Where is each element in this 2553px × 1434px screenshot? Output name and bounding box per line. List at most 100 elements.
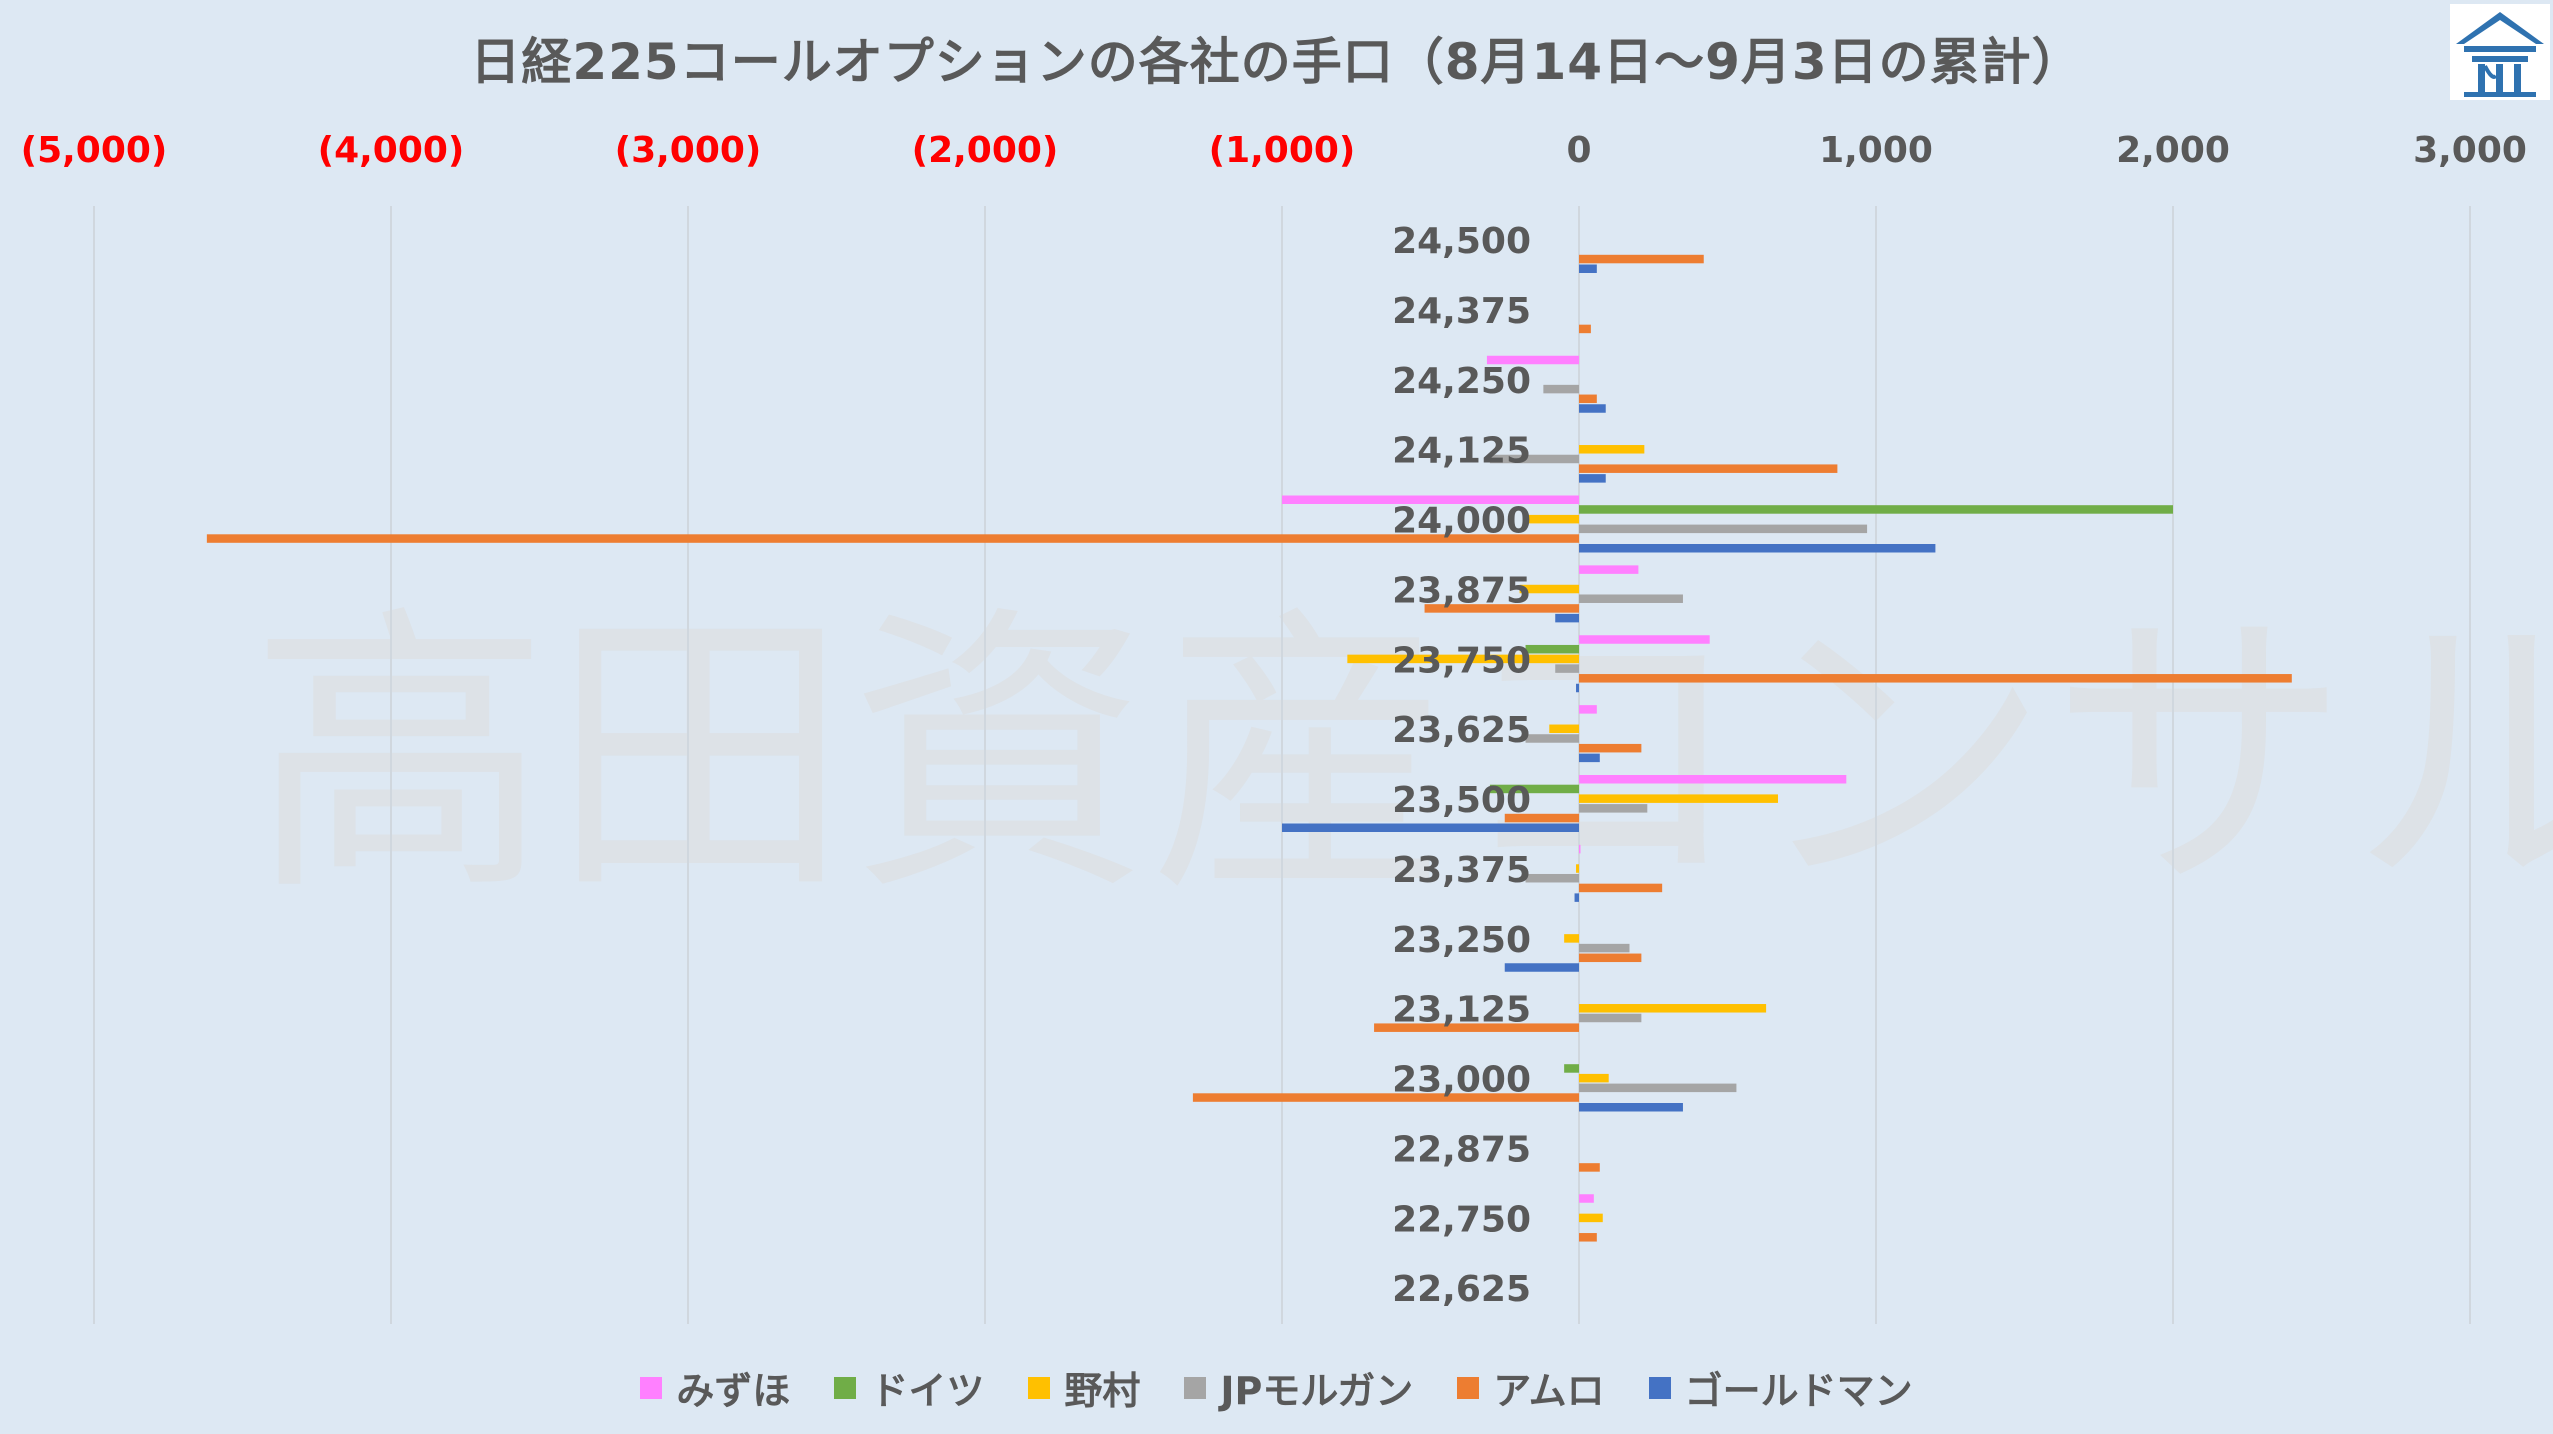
bar-23250-s2	[1564, 934, 1579, 943]
bar-23000-s2	[1579, 1073, 1609, 1083]
y-tick-label: 23,000	[1392, 1060, 1531, 1101]
bar-23375-s4	[1579, 883, 1663, 893]
bar-23625-s4	[1579, 743, 1642, 753]
bar-24250-s5	[1579, 404, 1606, 413]
legend: みずほ ドイツ 野村 JPモルガン アムロ ゴールドマン	[0, 1360, 2553, 1415]
x-tick-label: (2,000)	[912, 130, 1059, 171]
chart-title: 日経225コールオプションの各社の手口（8月14日～9月3日の累計）	[470, 33, 2083, 91]
bar-22750-s2	[1579, 1213, 1603, 1223]
bar-24125-s3	[1489, 454, 1579, 464]
legend-label: ドイツ	[870, 1369, 985, 1413]
legend-label: みずほ	[676, 1369, 791, 1413]
y-tick-label: 24,125	[1392, 431, 1531, 472]
bar-23375-s0	[1579, 844, 1581, 854]
x-tick-label: 3,000	[2413, 130, 2527, 171]
x-tick-label: 1,000	[1819, 130, 1933, 171]
legend-item: みずほ	[640, 1360, 790, 1415]
bar-23625-s2	[1549, 724, 1579, 734]
bar-23750-s3	[1555, 664, 1579, 673]
bar-23250-s3	[1579, 943, 1630, 953]
y-tick-label: 22,625	[1392, 1269, 1531, 1310]
legend-label: 野村	[1064, 1369, 1141, 1413]
bar-22750-s4	[1579, 1233, 1597, 1242]
bar-24250-s4	[1579, 394, 1597, 404]
legend-label: JPモルガン	[1220, 1369, 1414, 1413]
house-logo-icon	[2456, 12, 2544, 97]
legend-item: JPモルガン	[1184, 1360, 1413, 1415]
bar-23000-s3	[1579, 1083, 1737, 1093]
x-tick-label: (3,000)	[615, 130, 762, 171]
legend-item: ドイツ	[834, 1360, 984, 1415]
legend-swatch	[1457, 1376, 1480, 1399]
company-logo	[2450, 4, 2550, 100]
bar-23750-s1	[1525, 644, 1579, 654]
bar-24000-s1	[1579, 505, 2173, 514]
bar-23500-s2	[1579, 794, 1778, 803]
bar-24000-s0	[1282, 495, 1579, 504]
y-tick-label: 24,500	[1392, 221, 1531, 262]
bar-23875-s5	[1555, 613, 1579, 623]
legend-item: ゴールドマン	[1648, 1360, 1913, 1415]
y-tick-label: 23,625	[1392, 710, 1531, 751]
bar-23125-s4	[1374, 1023, 1579, 1032]
bar-23125-s2	[1579, 1004, 1767, 1013]
bar-23750-s0	[1579, 635, 1710, 644]
y-tick-label: 23,500	[1392, 780, 1531, 821]
y-tick-label: 23,250	[1392, 920, 1531, 961]
legend-swatch	[834, 1376, 857, 1399]
legend-swatch	[640, 1376, 663, 1399]
x-axis-ticks: (5,000) (4,000) (3,000) (2,000) (1,000) 0 1,00…	[21, 130, 2527, 171]
y-tick-label: 23,750	[1392, 640, 1531, 681]
bar-24000-s5	[1579, 544, 1936, 553]
bar-23750-s4	[1579, 674, 2292, 683]
bars	[206, 254, 2292, 1242]
bar-23500-s3	[1579, 804, 1648, 813]
y-tick-label: 22,875	[1392, 1129, 1531, 1170]
bar-23375-s2	[1576, 864, 1579, 873]
legend-item: 野村	[1028, 1360, 1140, 1415]
bar-24000-s2	[1525, 514, 1579, 524]
bar-23625-s5	[1579, 753, 1600, 763]
bar-23500-s1	[1489, 784, 1579, 794]
bar-23375-s3	[1525, 873, 1579, 883]
bar-23500-s5	[1282, 823, 1579, 832]
y-tick-label: 23,125	[1392, 990, 1531, 1031]
y-axis-ticks: 24,500 24,375 24,250 24,125 24,000 23,875 23,7…	[1392, 221, 1531, 1310]
bar-24000-s3	[1579, 524, 1868, 534]
y-tick-label: 24,000	[1392, 501, 1531, 542]
legend-item: アムロ	[1457, 1360, 1605, 1415]
x-tick-label: (1,000)	[1209, 130, 1356, 171]
bar-23000-s1	[1564, 1064, 1579, 1073]
legend-swatch	[1648, 1376, 1671, 1399]
bar-23875-s2	[1519, 584, 1579, 594]
y-tick-label: 24,250	[1392, 361, 1531, 402]
legend-swatch	[1028, 1376, 1051, 1399]
x-tick-label: (5,000)	[21, 130, 168, 171]
bar-23125-s3	[1579, 1013, 1642, 1023]
bar-23500-s4	[1504, 813, 1579, 823]
y-tick-label: 23,875	[1392, 570, 1531, 611]
bar-23000-s5	[1579, 1103, 1683, 1112]
watermark: 高田資産コンサル	[250, 582, 2553, 931]
y-tick-label: 23,375	[1392, 850, 1531, 891]
bar-23000-s4	[1192, 1093, 1579, 1102]
bar-22750-s0	[1579, 1194, 1594, 1203]
bar-23875-s3	[1579, 594, 1683, 603]
bar-23875-s4	[1424, 604, 1579, 613]
bar-23250-s4	[1579, 953, 1642, 963]
bar-23250-s5	[1504, 963, 1579, 972]
bar-23625-s3	[1525, 734, 1579, 743]
legend-swatch	[1184, 1376, 1207, 1399]
bar-24500-s4	[1579, 254, 1704, 264]
bar-24375-s4	[1579, 324, 1591, 334]
bar-23750-s2	[1347, 654, 1579, 664]
bar-24125-s5	[1579, 474, 1606, 483]
bar-24125-s4	[1579, 464, 1838, 473]
legend-label: アムロ	[1493, 1369, 1605, 1413]
bar-24250-s0	[1486, 355, 1579, 365]
bar-23500-s0	[1579, 775, 1847, 784]
bar-23625-s0	[1579, 705, 1597, 714]
bar-24250-s3	[1543, 384, 1579, 394]
bar-23750-s5	[1576, 683, 1579, 693]
